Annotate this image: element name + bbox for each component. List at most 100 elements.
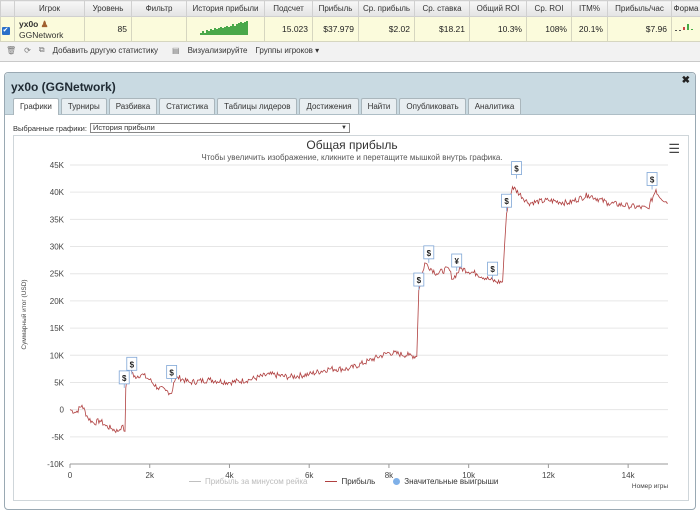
chart-select[interactable]: История прибыли ▼ [89,123,350,133]
stats-toolbar: 🗑 ⟳ ⧉ Добавить другую статистику ▤ Визуа… [6,44,319,56]
sparkline-bar [221,28,224,35]
add-stat-link[interactable]: Добавить другую статистику [52,45,159,55]
col-header-avg-roi[interactable]: Ср. ROI [526,0,572,17]
y-tick-label: 30K [50,243,65,252]
big-win-marker-label: $ [417,276,422,285]
col-header-history[interactable]: История прибыли [186,0,265,17]
tab-find[interactable]: Найти [360,98,398,114]
y-tick-label: -5K [52,433,65,442]
total-roi-cell: 10.3% [469,16,527,42]
sparkline-bar [245,21,248,35]
big-win-marker-label: $ [514,165,519,174]
player-name[interactable]: yx0o [19,18,39,29]
col-header-profit-hour[interactable]: Прибыль/час [607,0,672,17]
sparkline-bar [217,28,220,35]
col-header-level[interactable]: Уровень [84,0,132,17]
avg-stake-cell: $18.21 [414,16,470,42]
chevron-down-icon: ▼ [341,125,347,131]
col-header-player[interactable]: Игрок [14,0,85,17]
visualize-link[interactable]: Визуализируйте [187,45,248,55]
big-win-marker-label: $ [130,360,135,369]
big-win-marker-label: $ [650,175,655,184]
y-tick-label: 45K [50,161,65,170]
trash-icon[interactable]: 🗑 [6,45,17,55]
sparkline-bar [209,29,212,35]
legend-swatch-big-wins [393,478,401,485]
player-cell[interactable]: yx0o ♟ GGNetwork [14,16,85,42]
y-axis-title: Суммарный итог (USD) [20,279,28,349]
col-header-itm[interactable]: ITM% [571,0,608,17]
legend-label-profit: Прибыль [341,477,376,486]
tab-breakdown[interactable]: Разбивка [108,98,158,114]
check-icon[interactable]: ✔ [1,26,10,35]
tab-leaderboards[interactable]: Таблицы лидеров [217,98,298,114]
chart-select-value: История прибыли [92,123,155,132]
player-groups-label: Группы игроков [255,45,313,55]
x-tick-label: 8k [385,471,394,480]
big-win-marker [646,172,658,186]
legend-item-rake[interactable]: Прибыль за минусом рейка [189,477,307,486]
avg-profit-cell: $2.02 [358,16,415,42]
big-win-marker [413,272,425,287]
col-header-profit[interactable]: Прибыль [312,0,359,17]
tab-tournaments[interactable]: Турниры [60,98,107,114]
col-header-avg-stake[interactable]: Ср. ставка [414,0,470,17]
y-tick-label: 35K [50,215,65,224]
tab-achievements[interactable]: Достижения [299,98,359,114]
legend-swatch-profit [325,481,338,482]
big-win-marker-label: $ [122,374,127,383]
profit-chart[interactable]: Общая прибыль Чтобы увеличить изображени… [13,135,689,501]
level-cell: 85 [84,16,132,42]
panel-header: yx0o (GGNetwork) ✖ Графики Турниры Разби… [5,73,695,115]
copy-icon[interactable]: ⧉ [38,45,45,54]
tab-bar: Графики Турниры Разбивка Статистика Табл… [13,98,522,115]
chart-menu-icon[interactable]: ☰ [668,141,680,156]
count-cell: 15.023 [264,16,313,42]
table-row[interactable]: ✔ yx0o ♟ GGNetwork 85 15.023 $37.979 $2.… [0,16,700,42]
legend-item-big-wins[interactable]: Значительные выигрыши [393,477,498,486]
sparkline-bar [243,22,246,35]
chart-plot[interactable]: -10K -5K 0 5K 10K 15K 20K 25K 30K 35K 40K 45K 0 2k 4k 6… [14,136,690,502]
tab-analytics[interactable]: Аналитика [467,98,522,114]
close-icon[interactable]: ✖ [681,75,690,86]
sparkline-bar [211,30,214,35]
chart-icon: ▤ [172,45,180,55]
legend-item-profit[interactable]: Прибыль [325,477,375,486]
history-sparkline [186,16,265,42]
big-win-marker [423,245,435,260]
col-header-count[interactable]: Подсчет [264,0,313,17]
legend-label-big-wins: Значительные выигрыши [404,477,499,486]
sparkline-bar [231,24,234,35]
y-tick-label: 10K [50,351,65,360]
col-header-form[interactable]: Форма [671,0,700,17]
refresh-icon[interactable]: ⟳ [24,45,31,55]
x-tick-label: 0 [68,471,73,480]
tab-statistics[interactable]: Статистика [159,98,216,114]
itm-cell: 20.1% [571,16,608,42]
big-win-marker-label: ¥ [454,257,459,266]
big-win-marker [487,261,498,276]
row-checkbox[interactable]: ✔ [0,16,15,42]
big-win-marker [118,370,130,385]
player-groups-dropdown[interactable]: Группы игроков ▾ [255,46,319,55]
col-header-avg-profit[interactable]: Ср. прибыль [358,0,415,17]
big-win-marker [501,193,512,208]
col-header-total-roi[interactable]: Общий ROI [469,0,527,17]
chart-select-label: Выбранные графики: [13,123,87,133]
player-network: GGNetwork [19,29,64,40]
big-win-marker-label: $ [169,368,174,377]
col-header-filter[interactable]: Фильтр [131,0,187,17]
col-header-select[interactable] [0,0,15,17]
tab-charts[interactable]: Графики [13,98,59,115]
y-tick-label: 25K [50,270,65,279]
x-tick-label: 4k [225,471,234,480]
sparkline-bar [227,27,230,35]
x-tick-label: 14k [622,471,636,480]
big-win-marker [126,356,138,371]
panel-title: yx0o (GGNetwork) [11,80,116,94]
big-win-marker [511,161,522,175]
chart-subtitle: Чтобы увеличить изображение, кликните и … [201,153,503,162]
sparkline-bar [235,24,238,35]
sparkline [199,21,248,35]
tab-publish[interactable]: Опубликовать [399,98,466,114]
